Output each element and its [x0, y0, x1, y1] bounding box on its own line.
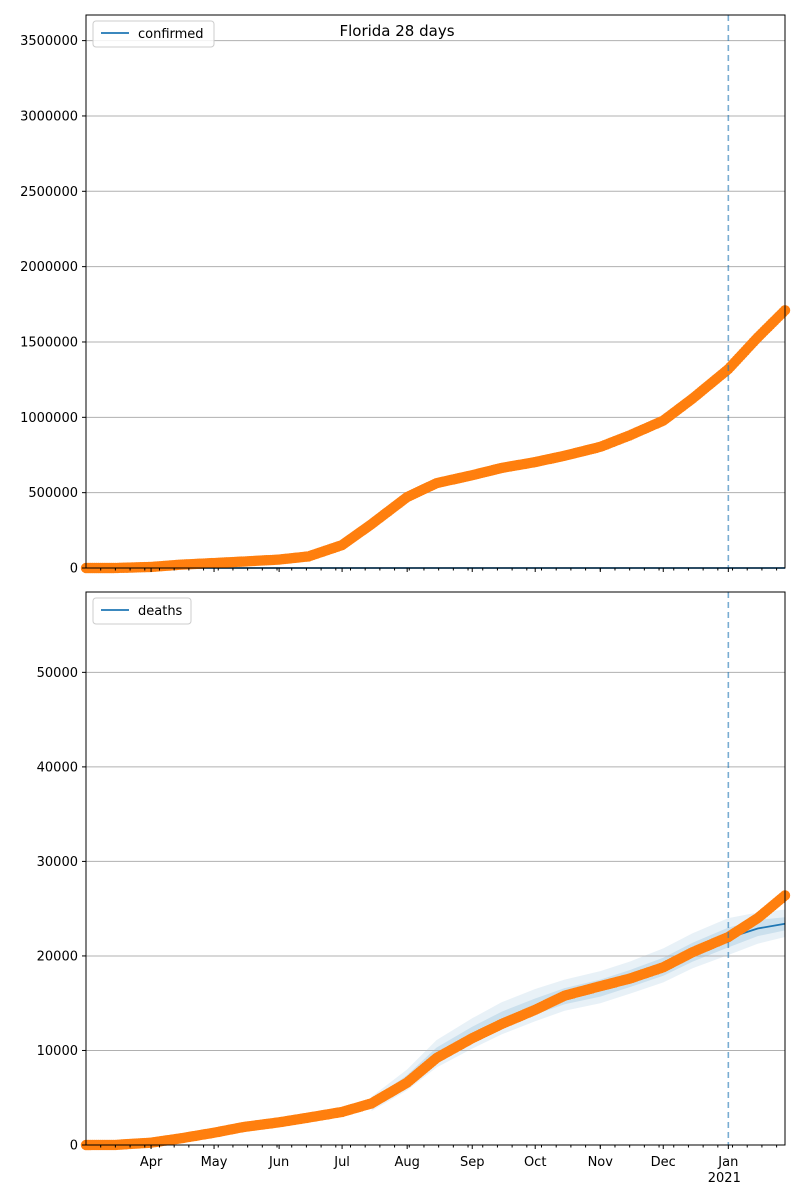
- deaths-x-year-label: 2021: [708, 1171, 741, 1186]
- confirmed-y-tick-label: 2500000: [20, 185, 78, 200]
- confirmed-y-tick-label: 2000000: [20, 260, 78, 275]
- deaths-y-tick-label: 50000: [37, 666, 78, 681]
- deaths-legend-label: deaths: [138, 604, 183, 619]
- deaths-y-tick-label: 40000: [37, 760, 78, 775]
- deaths-x-tick-label: Aug: [394, 1155, 419, 1170]
- deaths-x-tick-label: Apr: [140, 1155, 163, 1170]
- deaths-x-tick-label: Dec: [651, 1155, 676, 1170]
- deaths-y-axis: 0 10000 20000 30000 40000 50000: [37, 666, 86, 1154]
- confirmed-y-tick-label: 3500000: [20, 34, 78, 49]
- confirmed-gridlines: [86, 40, 785, 494]
- deaths-y-tick-label: 20000: [37, 949, 78, 964]
- chart-title: Florida 28 days: [339, 22, 454, 40]
- deaths-y-tick-label: 0: [70, 1139, 78, 1154]
- confirmed-legend-box: [92, 20, 215, 48]
- deaths-legend: deaths: [92, 597, 192, 625]
- confirmed-panel: 0 500000 1000000 1500000 2000000 2500000 30000…: [20, 14, 791, 577]
- confirmed-y-tick-label: 0: [70, 562, 78, 577]
- deaths-y-tick-label: 10000: [37, 1044, 78, 1059]
- confirmed-y-tick-label: 500000: [28, 486, 78, 501]
- confirmed-x-axis: [100, 568, 778, 572]
- deaths-x-tick-label: Sep: [460, 1155, 485, 1170]
- deaths-axes-frame: [85, 591, 786, 1146]
- deaths-x-tick-label: Oct: [524, 1155, 546, 1170]
- confirmed-axes-frame: [85, 14, 786, 569]
- deaths-legend-box: [92, 597, 192, 625]
- confirmed-legend-label: confirmed: [138, 27, 204, 42]
- deaths-gridlines: [86, 671, 785, 1051]
- confirmed-y-axis: 0 500000 1000000 1500000 2000000 2500000 30000…: [20, 34, 86, 577]
- deaths-x-tick-label: May: [201, 1155, 228, 1170]
- confirmed-y-tick-label: 1000000: [20, 411, 78, 426]
- deaths-x-tick-label: Jan: [717, 1155, 738, 1170]
- deaths-x-tick-label: Jul: [333, 1155, 350, 1170]
- confirmed-y-tick-label: 1500000: [20, 335, 78, 350]
- deaths-x-tick-label: Nov: [588, 1155, 614, 1170]
- deaths-x-tick-label: Jun: [268, 1155, 289, 1170]
- confirmed-y-tick-label: 3000000: [20, 109, 78, 124]
- deaths-y-tick-label: 30000: [37, 855, 78, 870]
- deaths-band-inner: [371, 917, 785, 1109]
- confirmed-legend: confirmed: [92, 20, 215, 48]
